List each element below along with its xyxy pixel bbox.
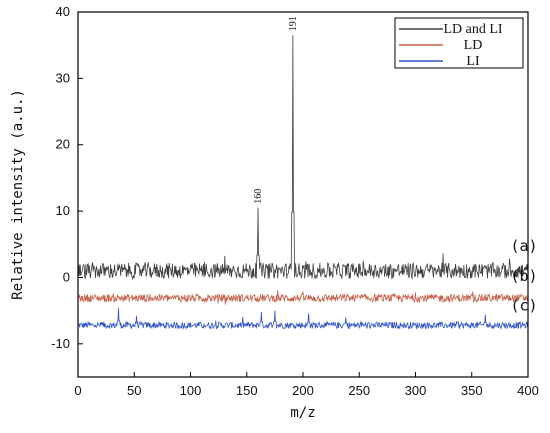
peak-label: 160 (253, 189, 264, 204)
series-line-ld-and-li (77, 35, 529, 281)
y-tick-label: -10 (51, 336, 70, 351)
x-tick-label: 0 (74, 383, 81, 398)
y-tick-label: 20 (56, 137, 70, 152)
x-tick-label: 400 (517, 383, 539, 398)
series-line-li (77, 307, 529, 331)
trace-label: (b) (511, 267, 538, 285)
y-tick-label: 10 (56, 203, 70, 218)
trace-label: (a) (511, 237, 538, 255)
x-tick-label: 200 (292, 383, 314, 398)
x-tick-label: 100 (180, 383, 202, 398)
x-tick-label: 50 (127, 383, 141, 398)
y-tick-label: 40 (56, 4, 70, 19)
y-axis: -10 0 10 20 30 40 (51, 4, 83, 351)
series-line-ld (77, 290, 529, 305)
x-tick-label: 150 (236, 383, 258, 398)
y-axis-title: Relative intensity (a.u.) (10, 89, 26, 300)
legend-box (394, 17, 524, 69)
trace-label: (c) (511, 297, 538, 315)
legend-entry: LD (464, 38, 483, 53)
annotations: 160 191 (a) (b) (c) (253, 16, 538, 314)
y-tick-label: 0 (63, 269, 70, 284)
legend-entry: LD and LI (443, 22, 502, 37)
legend-entry: LI (466, 54, 480, 69)
peak-label: 191 (288, 16, 299, 31)
y-tick-label: 30 (56, 70, 70, 85)
x-axis: 0 50 100 150 200 250 300 350 400 (74, 372, 539, 398)
x-axis-title: m/z (290, 405, 315, 421)
traces (77, 35, 529, 331)
x-tick-label: 350 (461, 383, 483, 398)
x-tick-label: 300 (405, 383, 427, 398)
x-tick-label: 250 (348, 383, 370, 398)
